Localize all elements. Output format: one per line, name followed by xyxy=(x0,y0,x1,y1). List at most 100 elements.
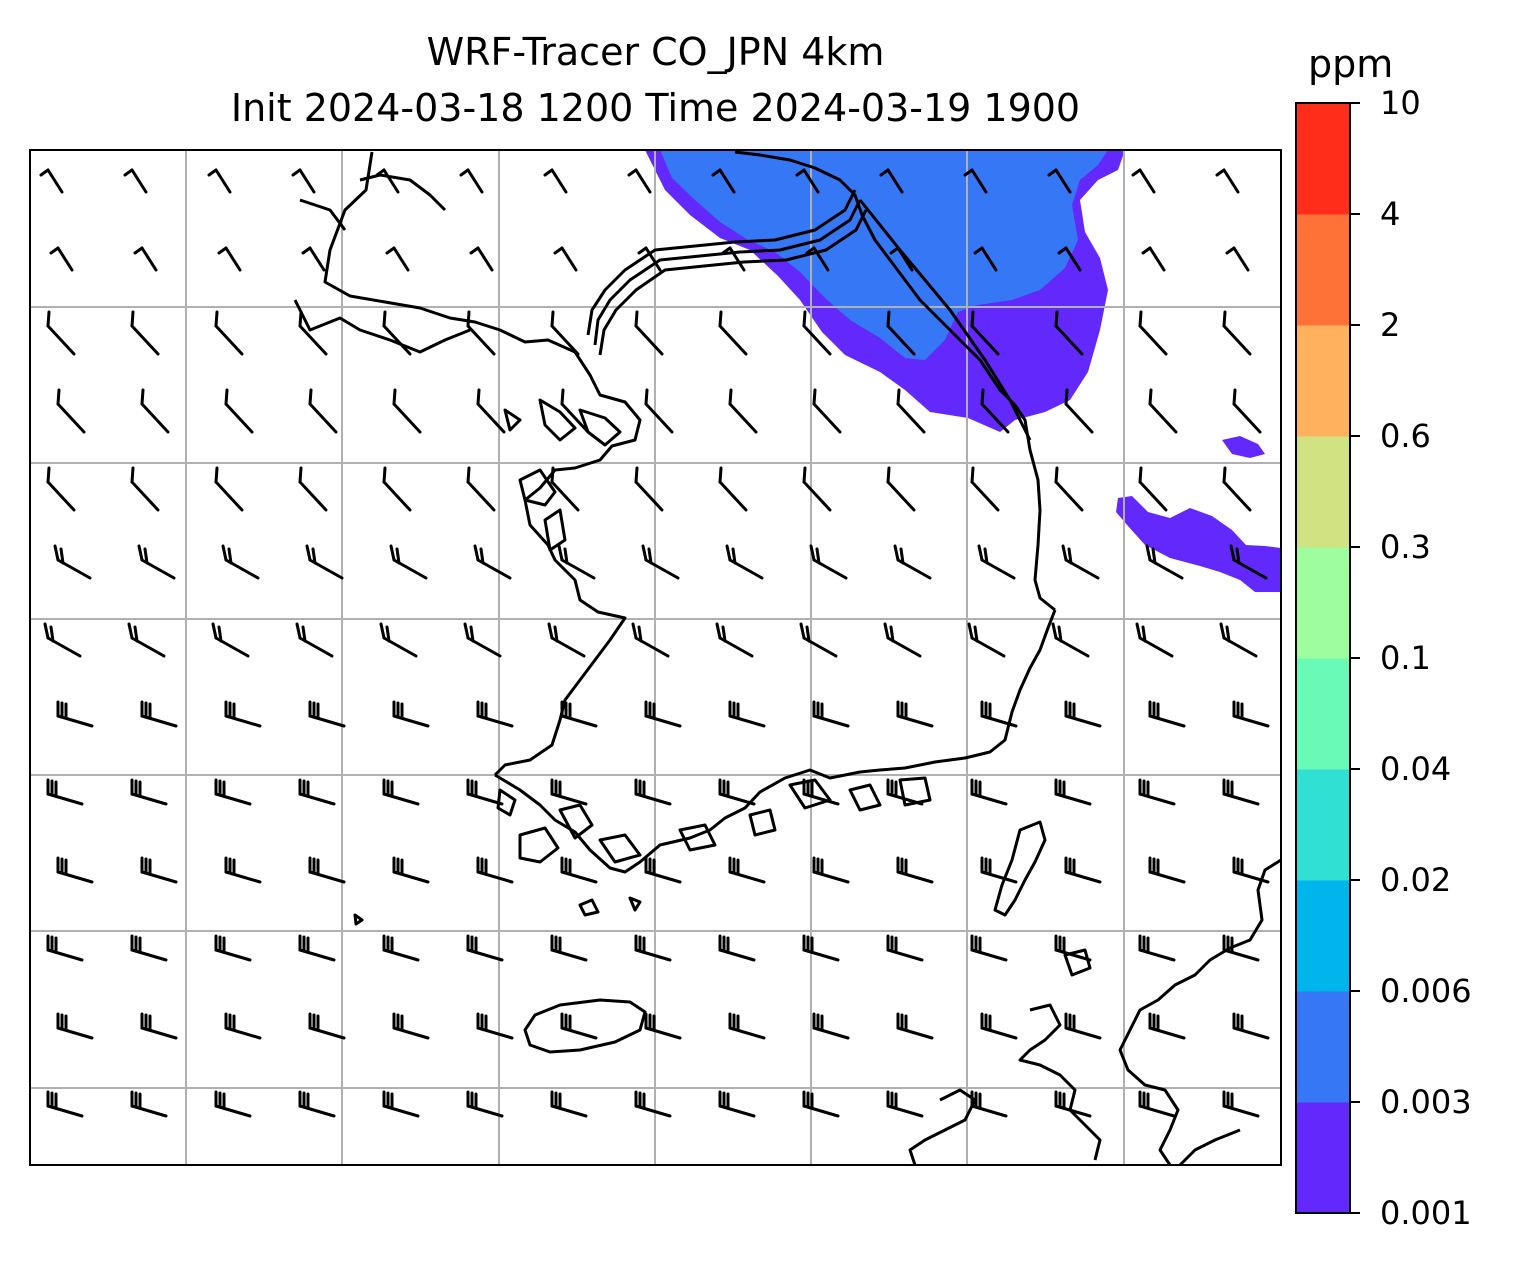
wind-barb xyxy=(53,544,92,580)
wind-barb xyxy=(298,310,328,356)
wind-barb xyxy=(392,700,430,728)
wind-barb xyxy=(1054,466,1084,512)
wind-barb xyxy=(634,466,664,512)
wind-barb xyxy=(221,544,260,580)
wind-barb xyxy=(1138,778,1176,806)
colorbar-band xyxy=(1296,769,1350,881)
wind-barb xyxy=(799,622,838,658)
wind-barb xyxy=(295,622,334,658)
wind-barb xyxy=(812,388,842,434)
wind-barb xyxy=(812,856,850,884)
wind-barb xyxy=(711,168,736,194)
coast-northwest-isles xyxy=(293,173,471,354)
wind-barb xyxy=(56,856,94,884)
colorbar-tick-label: 0.3 xyxy=(1380,528,1431,566)
wind-barb xyxy=(725,544,764,580)
colorbar-tick-label: 0.02 xyxy=(1380,861,1452,899)
wind-barb xyxy=(802,310,832,356)
wind-barb xyxy=(1064,856,1102,884)
wind-barb xyxy=(1222,934,1260,962)
coast-west-small xyxy=(353,896,642,926)
colorbar-band xyxy=(1296,1102,1350,1214)
wind-barb xyxy=(1047,168,1072,194)
wind-barb xyxy=(476,388,506,434)
wind-barb xyxy=(879,168,904,194)
wind-barb xyxy=(970,310,1000,356)
wind-barb xyxy=(896,1012,934,1040)
wind-barb xyxy=(550,466,580,512)
wind-barb xyxy=(550,1090,588,1118)
colorbar-tick-label: 10 xyxy=(1380,84,1421,122)
wind-barb xyxy=(980,388,1010,434)
wind-barb xyxy=(560,856,598,884)
wind-barb xyxy=(728,700,766,728)
wind-barb xyxy=(466,310,496,356)
wind-barb xyxy=(379,622,418,658)
wind-barb xyxy=(392,856,430,884)
wind-barb xyxy=(298,1090,336,1118)
colorbar-tick-label: 0.003 xyxy=(1380,1083,1472,1121)
coastlines xyxy=(293,150,1281,1165)
wind-barb xyxy=(298,934,336,962)
border-east-line xyxy=(858,199,1032,441)
wind-barb xyxy=(207,168,232,194)
wind-barb xyxy=(46,778,84,806)
wind-barb xyxy=(627,168,652,194)
wind-barb xyxy=(963,168,988,194)
wind-barb xyxy=(728,856,766,884)
wind-barb xyxy=(886,1090,924,1118)
wind-barb xyxy=(1145,544,1184,580)
wind-barb xyxy=(382,778,420,806)
wind-barb xyxy=(466,934,504,962)
coast-islands-west xyxy=(503,398,622,552)
wind-barb xyxy=(967,622,1006,658)
wind-barb xyxy=(392,388,422,434)
wind-barb xyxy=(476,856,514,884)
wind-barb xyxy=(140,388,170,434)
wind-barb xyxy=(1054,934,1092,962)
wind-barb xyxy=(466,778,504,806)
wind-barb xyxy=(893,544,932,580)
map-frame xyxy=(29,149,1282,1166)
wind-barb xyxy=(1219,622,1258,658)
wind-barb xyxy=(39,168,64,194)
wind-barb xyxy=(1148,1012,1186,1040)
wind-barb xyxy=(308,700,346,728)
wind-barb xyxy=(644,1012,682,1040)
wind-barb xyxy=(1131,168,1156,194)
wind-barb xyxy=(1232,388,1262,434)
wind-barb xyxy=(46,934,84,962)
border-north xyxy=(593,199,862,346)
wind-barb xyxy=(1064,700,1102,728)
colorbar-band xyxy=(1296,658,1350,770)
wind-barb xyxy=(46,466,76,512)
wind-barb xyxy=(49,246,74,272)
wind-barb xyxy=(805,246,830,272)
wind-barb xyxy=(1064,1012,1102,1040)
wind-barb xyxy=(560,700,598,728)
wind-barb xyxy=(718,310,748,356)
wind-barb xyxy=(718,778,756,806)
wind-barb xyxy=(130,934,168,962)
wind-barb xyxy=(1138,1090,1176,1118)
wind-barb xyxy=(1232,700,1270,728)
wind-barb xyxy=(1148,700,1186,728)
tracer-region-east-small xyxy=(1222,436,1265,458)
colorbar-band xyxy=(1296,214,1350,326)
colorbar-unit-label: ppm xyxy=(1308,42,1394,86)
wind-barb xyxy=(802,778,840,806)
wind-barb xyxy=(644,700,682,728)
wind-barb xyxy=(557,544,596,580)
wind-barb xyxy=(1225,246,1250,272)
wind-barb xyxy=(980,700,1018,728)
coast-korea-east xyxy=(734,150,1056,612)
wind-barb xyxy=(1138,466,1168,512)
wind-barb xyxy=(795,168,820,194)
wind-barb xyxy=(469,246,494,272)
wind-barb xyxy=(553,246,578,272)
colorbar-band xyxy=(1296,436,1350,548)
wind-barb xyxy=(809,544,848,580)
wind-barb xyxy=(896,856,934,884)
colorbar-band xyxy=(1296,880,1350,992)
coast-jeju xyxy=(523,998,647,1054)
